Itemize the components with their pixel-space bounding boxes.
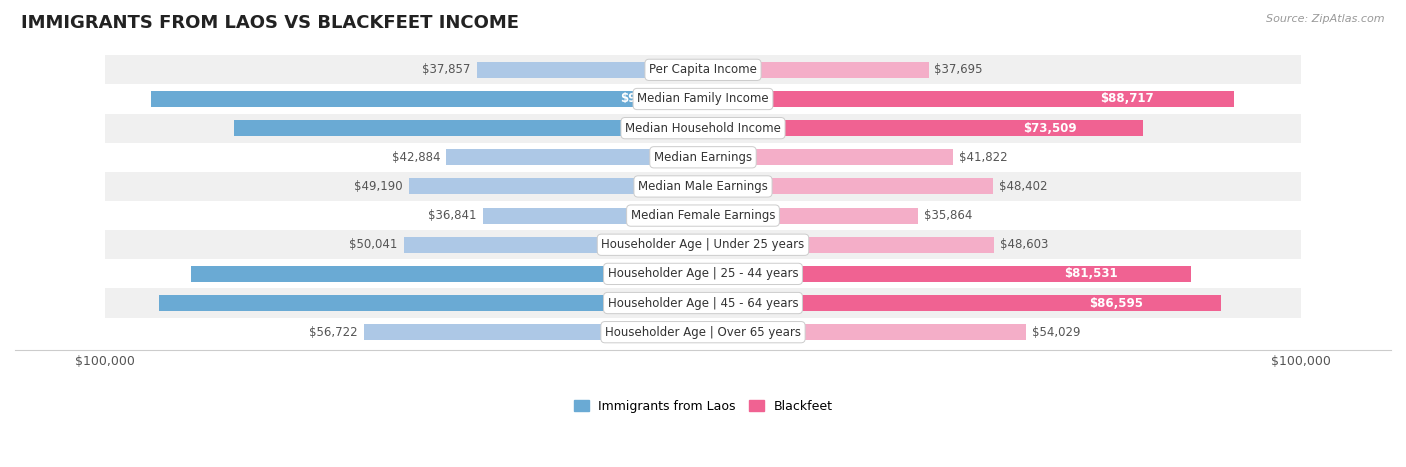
Text: $37,857: $37,857 <box>422 64 471 76</box>
Bar <box>104 318 1302 347</box>
Bar <box>447 149 703 165</box>
Text: Householder Age | 25 - 44 years: Householder Age | 25 - 44 years <box>607 268 799 280</box>
Bar <box>703 295 1220 311</box>
Text: $42,884: $42,884 <box>392 151 440 164</box>
Text: Source: ZipAtlas.com: Source: ZipAtlas.com <box>1267 14 1385 24</box>
Text: $92,239: $92,239 <box>620 92 673 106</box>
Text: Median Male Earnings: Median Male Earnings <box>638 180 768 193</box>
Text: $86,595: $86,595 <box>1090 297 1143 310</box>
Legend: Immigrants from Laos, Blackfeet: Immigrants from Laos, Blackfeet <box>568 395 838 418</box>
Bar <box>703 62 928 78</box>
Text: Median Female Earnings: Median Female Earnings <box>631 209 775 222</box>
Bar <box>104 172 1302 201</box>
Bar <box>235 120 703 136</box>
Text: $37,695: $37,695 <box>935 64 983 76</box>
Text: $54,029: $54,029 <box>1032 325 1081 339</box>
Bar <box>104 113 1302 143</box>
Bar <box>703 91 1233 107</box>
Text: $78,327: $78,327 <box>633 121 686 134</box>
Text: $36,841: $36,841 <box>427 209 477 222</box>
Bar <box>404 237 703 253</box>
Bar <box>477 62 703 78</box>
Text: Median Earnings: Median Earnings <box>654 151 752 164</box>
Bar <box>104 259 1302 289</box>
Bar <box>152 91 703 107</box>
Text: Median Family Income: Median Family Income <box>637 92 769 106</box>
Bar <box>364 324 703 340</box>
Text: $85,553: $85,553 <box>626 268 681 280</box>
Bar <box>703 207 918 224</box>
Bar <box>703 178 993 194</box>
Text: $90,909: $90,909 <box>621 297 675 310</box>
Bar <box>104 55 1302 85</box>
Text: $56,722: $56,722 <box>309 325 357 339</box>
Text: $73,509: $73,509 <box>1024 121 1077 134</box>
Text: Householder Age | Over 65 years: Householder Age | Over 65 years <box>605 325 801 339</box>
Bar <box>703 324 1026 340</box>
Text: $35,864: $35,864 <box>924 209 972 222</box>
Bar <box>159 295 703 311</box>
Bar <box>191 266 703 282</box>
Bar <box>703 120 1143 136</box>
Bar <box>104 143 1302 172</box>
Text: $81,531: $81,531 <box>1064 268 1118 280</box>
Text: $50,041: $50,041 <box>349 238 398 251</box>
Bar <box>104 201 1302 230</box>
Text: Householder Age | Under 25 years: Householder Age | Under 25 years <box>602 238 804 251</box>
Text: Median Household Income: Median Household Income <box>626 121 780 134</box>
Bar <box>104 85 1302 113</box>
Text: Householder Age | 45 - 64 years: Householder Age | 45 - 64 years <box>607 297 799 310</box>
Bar <box>104 289 1302 318</box>
Bar <box>409 178 703 194</box>
Bar <box>104 230 1302 259</box>
Text: $41,822: $41,822 <box>959 151 1008 164</box>
Text: Per Capita Income: Per Capita Income <box>650 64 756 76</box>
Text: $88,717: $88,717 <box>1101 92 1154 106</box>
Text: $48,603: $48,603 <box>1000 238 1047 251</box>
Bar <box>482 207 703 224</box>
Bar <box>703 266 1191 282</box>
Text: $48,402: $48,402 <box>998 180 1047 193</box>
Text: $49,190: $49,190 <box>354 180 402 193</box>
Bar <box>703 237 994 253</box>
Bar <box>703 149 953 165</box>
Text: IMMIGRANTS FROM LAOS VS BLACKFEET INCOME: IMMIGRANTS FROM LAOS VS BLACKFEET INCOME <box>21 14 519 32</box>
